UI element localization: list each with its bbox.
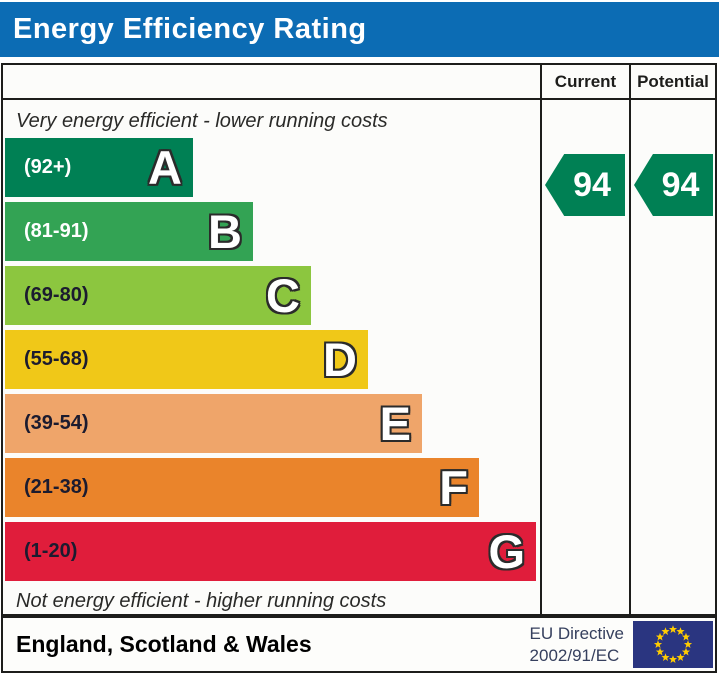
band-row-e: (39-54) E	[3, 394, 540, 458]
band-row-g: (1-20) G	[3, 522, 540, 586]
region-label: England, Scotland & Wales	[16, 631, 312, 657]
top-note: Very energy efficient - lower running co…	[16, 110, 388, 132]
footer-bar: England, Scotland & Wales EU Directive 2…	[1, 616, 717, 673]
band-letter-c: C	[266, 269, 300, 322]
eu-directive-text: EU Directive 2002/91/EC	[530, 623, 624, 667]
band-bar-f: (21-38) F	[5, 458, 479, 517]
potential-column-body	[629, 100, 715, 615]
potential-column-header: Potential	[629, 65, 715, 100]
eu-flag-icon	[633, 621, 713, 668]
bottom-note: Not energy efficient - higher running co…	[16, 590, 387, 612]
rating-bands: (92+) A (81-91) B (69-80) C	[3, 138, 540, 586]
header-spacer-cell	[3, 65, 540, 100]
rating-table: Current Potential Very energy efficient …	[1, 63, 717, 616]
band-range-c: (69-80)	[24, 284, 89, 306]
band-chart-area: Very energy efficient - lower running co…	[3, 100, 540, 615]
band-row-f: (21-38) F	[3, 458, 540, 522]
current-column-body	[540, 100, 629, 615]
band-range-g: (1-20)	[24, 540, 78, 562]
band-bar-c: (69-80) C	[5, 266, 311, 325]
band-bar-d: (55-68) D	[5, 330, 368, 389]
potential-header-label: Potential	[637, 71, 709, 91]
band-row-d: (55-68) D	[3, 330, 540, 394]
band-letter-d: D	[323, 333, 357, 386]
title-bar: Energy Efficiency Rating	[0, 2, 719, 57]
band-range-d: (55-68)	[24, 348, 89, 370]
potential-rating-arrow: 94	[634, 154, 713, 216]
current-rating-arrow: 94	[545, 154, 625, 216]
band-row-a: (92+) A	[3, 138, 540, 202]
band-letter-b: B	[208, 205, 242, 258]
potential-rating-value: 94	[661, 165, 700, 204]
band-bar-b: (81-91) B	[5, 202, 253, 261]
band-range-e: (39-54)	[24, 412, 89, 434]
band-letter-e: E	[379, 397, 411, 450]
directive-group: EU Directive 2002/91/EC	[530, 621, 715, 668]
page-title: Energy Efficiency Rating	[13, 13, 367, 45]
eu-directive-line1: EU Directive	[529, 623, 624, 643]
band-bar-a: (92+) A	[5, 138, 193, 197]
band-range-f: (21-38)	[24, 476, 89, 498]
band-bar-e: (39-54) E	[5, 394, 422, 453]
band-bar-g: (1-20) G	[5, 522, 536, 581]
eu-directive-line2: 2002/91/EC	[529, 645, 620, 665]
band-letter-f: F	[439, 461, 468, 514]
band-range-b: (81-91)	[24, 220, 89, 242]
band-row-c: (69-80) C	[3, 266, 540, 330]
current-rating-value: 94	[573, 165, 611, 204]
band-range-a: (92+)	[24, 156, 72, 178]
band-letter-a: A	[148, 141, 182, 194]
current-header-label: Current	[554, 71, 617, 91]
band-row-b: (81-91) B	[3, 202, 540, 266]
current-column-header: Current	[540, 65, 629, 100]
band-letter-g: G	[488, 525, 525, 578]
